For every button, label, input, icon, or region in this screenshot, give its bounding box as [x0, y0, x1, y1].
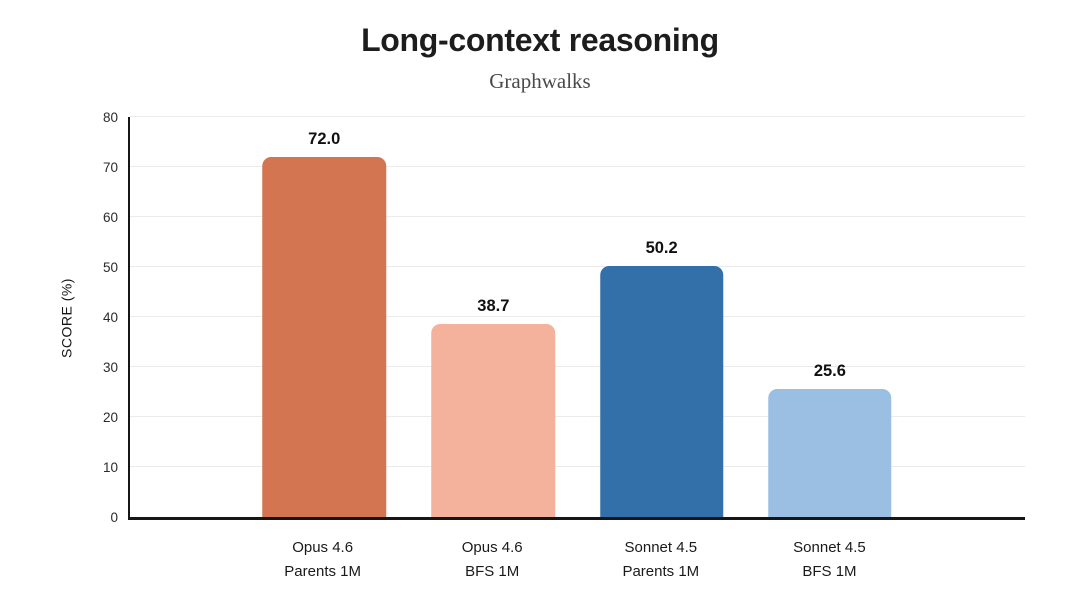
y-tick-labels: 0 10 20 30 40 50 60 70 80 — [58, 110, 118, 523]
bar-value-label: 38.7 — [477, 296, 510, 315]
x-tick-label-line: Sonnet 4.5 — [793, 539, 866, 556]
x-tick-label-line: Opus 4.6 — [461, 539, 523, 556]
plot-area: 72.0 38.7 50.2 25.6 — [128, 116, 1025, 520]
y-tick-label: 80 — [102, 109, 118, 125]
y-tick-label: 40 — [102, 309, 118, 325]
gridline — [130, 266, 1025, 267]
x-tick-label: Sonnet 4.5 Parents 1M — [622, 536, 699, 584]
x-tick-label: Sonnet 4.5 BFS 1M — [793, 536, 866, 584]
gridline — [130, 466, 1025, 467]
x-tick-label-line: Opus 4.6 — [292, 539, 354, 556]
bar-value-label: 72.0 — [308, 130, 341, 148]
bar-value-label: 50.2 — [645, 239, 678, 257]
gridline — [130, 216, 1025, 217]
chart-title: Long-context reasoning — [361, 22, 719, 58]
y-tick-label: 20 — [102, 409, 118, 425]
x-tick-label-line: BFS 1M — [802, 563, 857, 580]
x-tick-label-line: BFS 1M — [465, 563, 520, 580]
x-tick-labels: Opus 4.6 Parents 1M Opus 4.6 BFS 1M Sonnet 4… — [128, 536, 1025, 596]
y-tick-label: 60 — [102, 209, 118, 225]
bar: 72.0 — [262, 130, 386, 517]
chart-subtitle: Graphwalks — [489, 69, 591, 93]
y-tick-label: 50 — [102, 259, 118, 275]
y-tick-label: 30 — [102, 359, 118, 375]
bar: 50.2 — [599, 239, 724, 517]
bar: 25.6 — [768, 362, 892, 517]
x-tick-label: Opus 4.6 BFS 1M — [462, 536, 523, 584]
gridline — [130, 116, 1025, 117]
y-tick-label: 10 — [102, 459, 118, 475]
x-tick-label-line: Parents 1M — [284, 563, 361, 580]
gridline — [130, 416, 1025, 417]
bar-value-label: 25.6 — [813, 362, 846, 380]
gridline — [130, 366, 1025, 367]
gridline — [130, 316, 1025, 317]
y-tick-label: 70 — [102, 159, 118, 175]
x-tick-label: Opus 4.6 Parents 1M — [284, 536, 361, 584]
y-tick-label: 0 — [110, 509, 118, 525]
x-tick-label-line: Parents 1M — [622, 563, 700, 580]
bar: 38.7 — [431, 297, 556, 517]
gridline — [130, 166, 1025, 167]
chart-header: Long-context reasoning Graphwalks — [0, 22, 1080, 94]
x-tick-label-line: Sonnet 4.5 — [624, 539, 698, 556]
